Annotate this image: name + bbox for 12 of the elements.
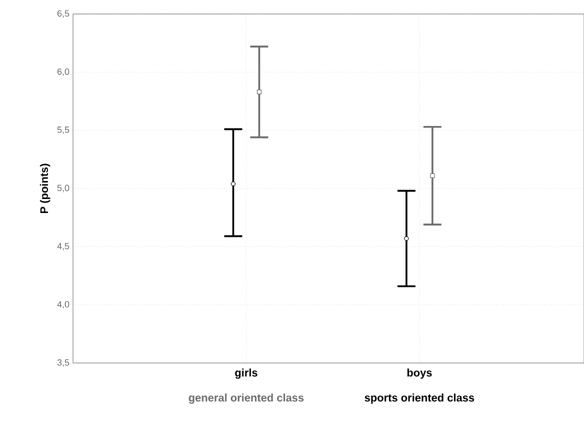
y-tick-label: 5,0 [57,184,70,192]
y-tick-label: 6,0 [57,68,70,76]
y-tick-label: 5,5 [57,126,70,134]
text: sports oriented class [364,394,474,404]
x-tick-label: boys [407,368,432,379]
y-axis-title: P (points) [40,164,50,214]
text: general oriented class [188,394,304,404]
y-tick-label: 4,5 [57,243,70,250]
y-tick-label: 6,5 [57,10,70,18]
y-tick-label: 4,0 [57,301,70,309]
y-tick-label: 3,5 [57,359,70,367]
x-tick-label: girls [235,368,258,379]
